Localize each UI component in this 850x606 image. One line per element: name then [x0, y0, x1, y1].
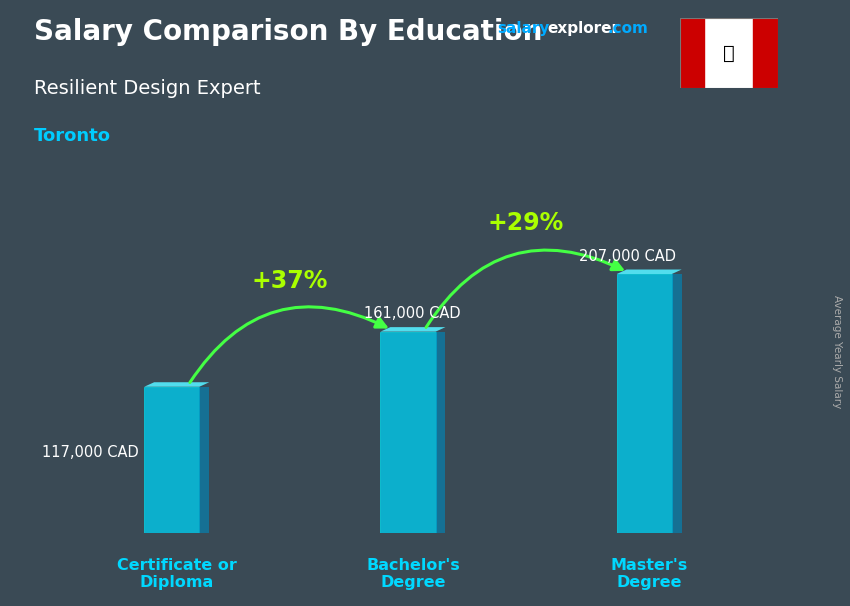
Text: salary: salary [497, 21, 550, 36]
Text: Certificate or
Diploma: Certificate or Diploma [116, 558, 236, 590]
Text: Salary Comparison By Education: Salary Comparison By Education [34, 18, 542, 46]
Text: Bachelor's
Degree: Bachelor's Degree [366, 558, 460, 590]
Text: .com: .com [608, 21, 649, 36]
Text: 🍁: 🍁 [723, 44, 734, 62]
Text: Toronto: Toronto [34, 127, 111, 145]
Bar [672, 274, 682, 533]
Text: +29%: +29% [488, 211, 564, 235]
Text: Master's
Degree: Master's Degree [610, 558, 688, 590]
Polygon shape [616, 270, 682, 274]
Bar [435, 331, 445, 533]
Bar [381, 331, 435, 533]
Text: 207,000 CAD: 207,000 CAD [579, 248, 677, 264]
Bar [144, 387, 200, 533]
Text: +37%: +37% [252, 269, 328, 293]
Text: Resilient Design Expert: Resilient Design Expert [34, 79, 261, 98]
Text: explorer: explorer [547, 21, 620, 36]
Polygon shape [381, 327, 445, 331]
Text: Average Yearly Salary: Average Yearly Salary [832, 295, 842, 408]
Bar [753, 18, 778, 88]
Bar [680, 18, 705, 88]
Bar [200, 387, 209, 533]
Polygon shape [144, 382, 209, 387]
Text: 161,000 CAD: 161,000 CAD [364, 306, 460, 321]
Text: 117,000 CAD: 117,000 CAD [42, 445, 139, 460]
Bar [616, 274, 672, 533]
